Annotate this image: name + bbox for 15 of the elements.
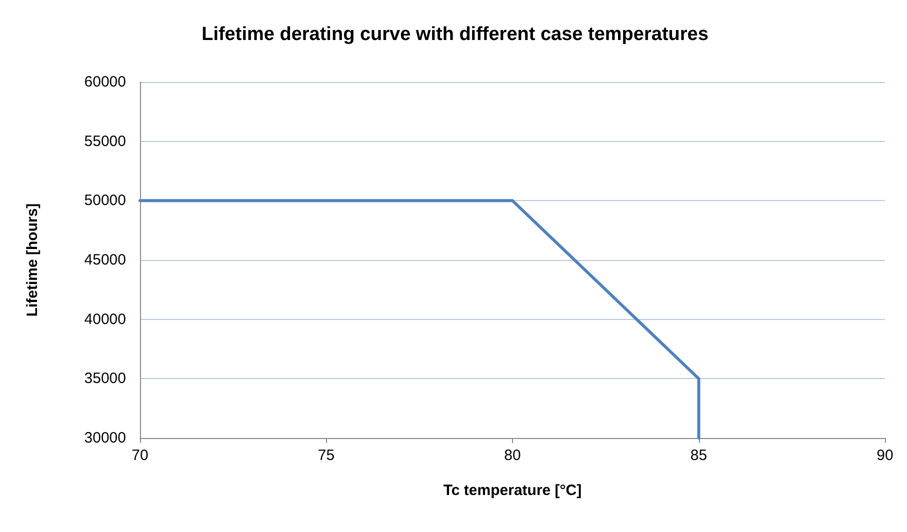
x-axis-title: Tc temperature [°C] (443, 482, 582, 499)
y-axis-title: Lifetime [hours] (24, 203, 41, 317)
x-tick-label: 70 (132, 447, 148, 464)
x-tick-label: 85 (690, 447, 708, 464)
y-tick-label: 35000 (84, 370, 126, 388)
y-tick-label: 45000 (84, 252, 126, 268)
y-tick-label: 40000 (84, 310, 126, 328)
y-tick-label: 50000 (84, 192, 126, 210)
y-tick-label: 55000 (84, 132, 126, 150)
y-tick-label: 60000 (84, 74, 126, 90)
y-tick-label: 30000 (84, 430, 126, 446)
x-tick-label: 75 (318, 447, 335, 464)
chart-title: Lifetime derating curve with different case temperatures (202, 24, 708, 45)
x-tick-label: 80 (504, 447, 521, 464)
x-tick-label: 90 (876, 447, 894, 464)
